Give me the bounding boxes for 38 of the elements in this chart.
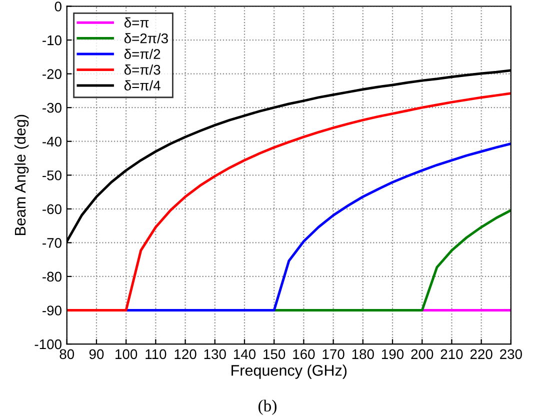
- text: (b): [258, 400, 276, 415]
- y-tick-label: -10: [42, 35, 62, 46]
- y-tick-label: -40: [42, 136, 62, 147]
- y-tick-label: 0: [54, 2, 62, 12]
- x-tick-label: 90: [89, 349, 104, 360]
- legend-label: δ=π/3: [124, 64, 160, 75]
- x-tick-label: 190: [382, 349, 404, 360]
- legend-label: δ=2π/3: [124, 33, 168, 44]
- x-tick-label: 180: [352, 349, 374, 360]
- line-series: [124, 142, 511, 312]
- x-tick-label: 170: [322, 349, 344, 360]
- legend-label: δ=π/2: [124, 48, 160, 60]
- x-tick-label: 160: [293, 349, 315, 360]
- y-tick-label: -80: [42, 272, 62, 282]
- legend-label: δ=π: [124, 17, 149, 28]
- x-tick-label: 140: [234, 349, 256, 360]
- x-tick-label: 220: [470, 349, 492, 360]
- y-tick-label: -30: [42, 102, 62, 113]
- line-series: [66, 92, 511, 312]
- x-tick-label: 100: [116, 349, 138, 360]
- y-tick-label: -70: [42, 238, 62, 248]
- x-axis-title: Frequency (GHz): [232, 364, 347, 379]
- x-tick-label: 130: [204, 349, 226, 360]
- y-tick-label: -90: [42, 306, 62, 316]
- x-tick-label: 210: [440, 349, 463, 360]
- x-tick-label: 80: [60, 349, 74, 360]
- x-tick-label: 230: [500, 349, 522, 360]
- y-tick-label: -100: [34, 339, 62, 350]
- y-tick-label: -50: [42, 170, 62, 180]
- x-tick-label: 110: [146, 349, 166, 360]
- x-tick-label: 150: [264, 349, 286, 360]
- x-tick-label: 120: [174, 349, 196, 360]
- legend-label: δ=π/4: [124, 80, 160, 90]
- x-tick-label: 200: [411, 349, 434, 360]
- line-series: [272, 209, 511, 312]
- y-tick-label: -20: [42, 69, 62, 79]
- y-axis-title: Beam Angle (deg): [14, 114, 29, 236]
- y-tick-label: -60: [42, 204, 62, 214]
